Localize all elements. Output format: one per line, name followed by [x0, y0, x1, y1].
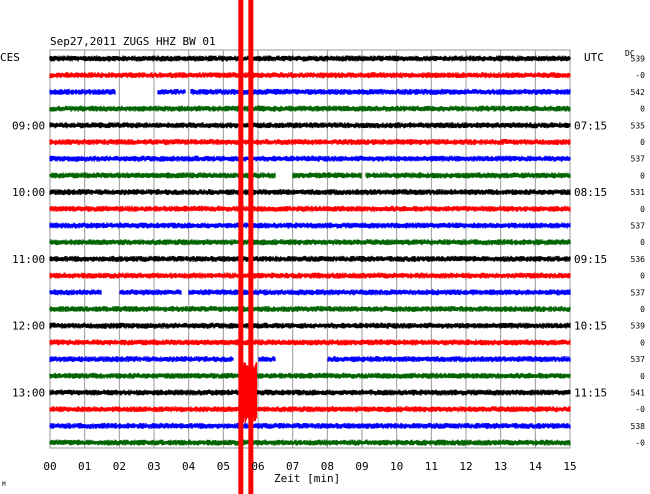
- right-hour-label: 09:15: [574, 253, 607, 266]
- x-tick-label: 03: [147, 460, 160, 473]
- seismic-trace: [49, 422, 571, 430]
- dc-value: 0: [640, 105, 645, 114]
- x-tick-labels: 00 01 02 03 04 05 06 07 08 09 10 11 12 13 14 15: [43, 460, 576, 473]
- right-hour-label: 07:15: [574, 119, 607, 132]
- right-hour-label: 08:15: [574, 186, 607, 199]
- dc-value: 0: [640, 205, 645, 214]
- dc-value: 537: [631, 288, 646, 297]
- dc-value: 541: [631, 389, 646, 398]
- x-tick-label: 02: [113, 460, 126, 473]
- seismic-trace: [49, 155, 571, 162]
- x-tick-label: 06: [251, 460, 264, 473]
- seismic-trace: [49, 172, 571, 179]
- dc-value: 535: [631, 121, 646, 130]
- plot-frame: [49, 49, 571, 449]
- dc-value: 537: [631, 155, 646, 164]
- x-tick-label: 12: [459, 460, 472, 473]
- dc-value: 537: [631, 222, 646, 231]
- dc-values: 539 -0 542 0 535 0 537 0 531 0 537 0 536 0 537 0 539 0 537…: [631, 55, 646, 448]
- event-burst: [238, 378, 258, 407]
- grid-lines: [49, 49, 571, 449]
- dc-value: -0: [635, 439, 645, 448]
- dc-value: 0: [640, 372, 645, 381]
- x-tick-label: 15: [563, 460, 576, 473]
- seismic-trace: [49, 255, 571, 263]
- footer-mark: M: [2, 481, 6, 488]
- event-marker: [238, 0, 258, 494]
- seismic-trace: [49, 339, 571, 346]
- seismic-trace: [49, 289, 571, 296]
- left-hour-label: 09:00: [12, 119, 45, 132]
- seismic-trace: [49, 105, 571, 112]
- dc-value: 536: [631, 255, 646, 264]
- seismic-trace: [49, 72, 571, 79]
- dc-value: 539: [631, 55, 646, 64]
- dc-value: 538: [631, 422, 646, 431]
- hour-labels: 09:00 10:00 11:00 12:00 13:00 07:15 08:15 09:15…: [12, 119, 607, 399]
- event-burst: [238, 362, 258, 390]
- dc-value: 0: [640, 138, 645, 147]
- chart-title: Sep27,2011 ZUGS HHZ BW 01: [50, 35, 216, 48]
- seismic-trace: [49, 389, 571, 396]
- x-tick-label: 08: [321, 460, 334, 473]
- dc-value: 0: [640, 338, 645, 347]
- seismic-trace: [49, 439, 571, 446]
- left-hour-label: 11:00: [12, 253, 45, 266]
- dc-value: 0: [640, 238, 645, 247]
- dc-value: -0: [635, 71, 645, 80]
- x-tick-label: 10: [390, 460, 403, 473]
- dc-value: 539: [631, 322, 646, 331]
- left-hour-label: 12:00: [12, 320, 45, 333]
- x-tick-label: 00: [43, 460, 56, 473]
- seismic-trace: [49, 138, 571, 146]
- x-tick-label: 01: [78, 460, 91, 473]
- x-tick-label: 04: [182, 460, 196, 473]
- x-tick-label: 11: [425, 460, 438, 473]
- event-burst: [238, 395, 258, 423]
- left-hour-label: 10:00: [12, 186, 45, 199]
- seismic-trace: [49, 188, 571, 196]
- seismic-trace: [49, 222, 571, 229]
- dc-value: 0: [640, 272, 645, 281]
- seismic-trace: [49, 372, 571, 379]
- seismic-trace: [49, 406, 571, 413]
- seismic-trace: [49, 239, 571, 246]
- left-timezone-label: CES: [0, 51, 20, 64]
- event-marker-line: [238, 0, 244, 494]
- event-marker-line: [248, 0, 254, 494]
- seismic-trace: [49, 305, 571, 313]
- seismic-trace: [49, 322, 571, 329]
- x-tick-label: 05: [217, 460, 230, 473]
- seismic-trace: [49, 55, 571, 62]
- left-hour-label: 13:00: [12, 387, 45, 400]
- x-tick-label: 14: [529, 460, 543, 473]
- dc-value: 537: [631, 355, 646, 364]
- dc-value: 0: [640, 171, 645, 180]
- right-hour-label: 11:15: [574, 387, 607, 400]
- x-axis-label: Zeit [min]: [274, 472, 340, 485]
- dc-header-label: DC: [625, 49, 635, 58]
- x-tick-label: 09: [355, 460, 368, 473]
- dc-value: 542: [631, 88, 646, 97]
- dc-value: -0: [635, 405, 645, 414]
- seismic-trace: [49, 88, 571, 96]
- dc-value: 0: [640, 305, 645, 314]
- seismic-trace: [49, 122, 571, 129]
- seismic-trace: [49, 272, 571, 279]
- seismic-trace: [49, 355, 571, 363]
- dc-value: 531: [631, 188, 646, 197]
- seismic-trace: [49, 205, 571, 212]
- right-timezone-label: UTC: [584, 51, 604, 64]
- x-tick-label: 13: [494, 460, 507, 473]
- trace-lines: [49, 55, 571, 446]
- x-tick-label: 07: [286, 460, 299, 473]
- right-hour-label: 10:15: [574, 320, 607, 333]
